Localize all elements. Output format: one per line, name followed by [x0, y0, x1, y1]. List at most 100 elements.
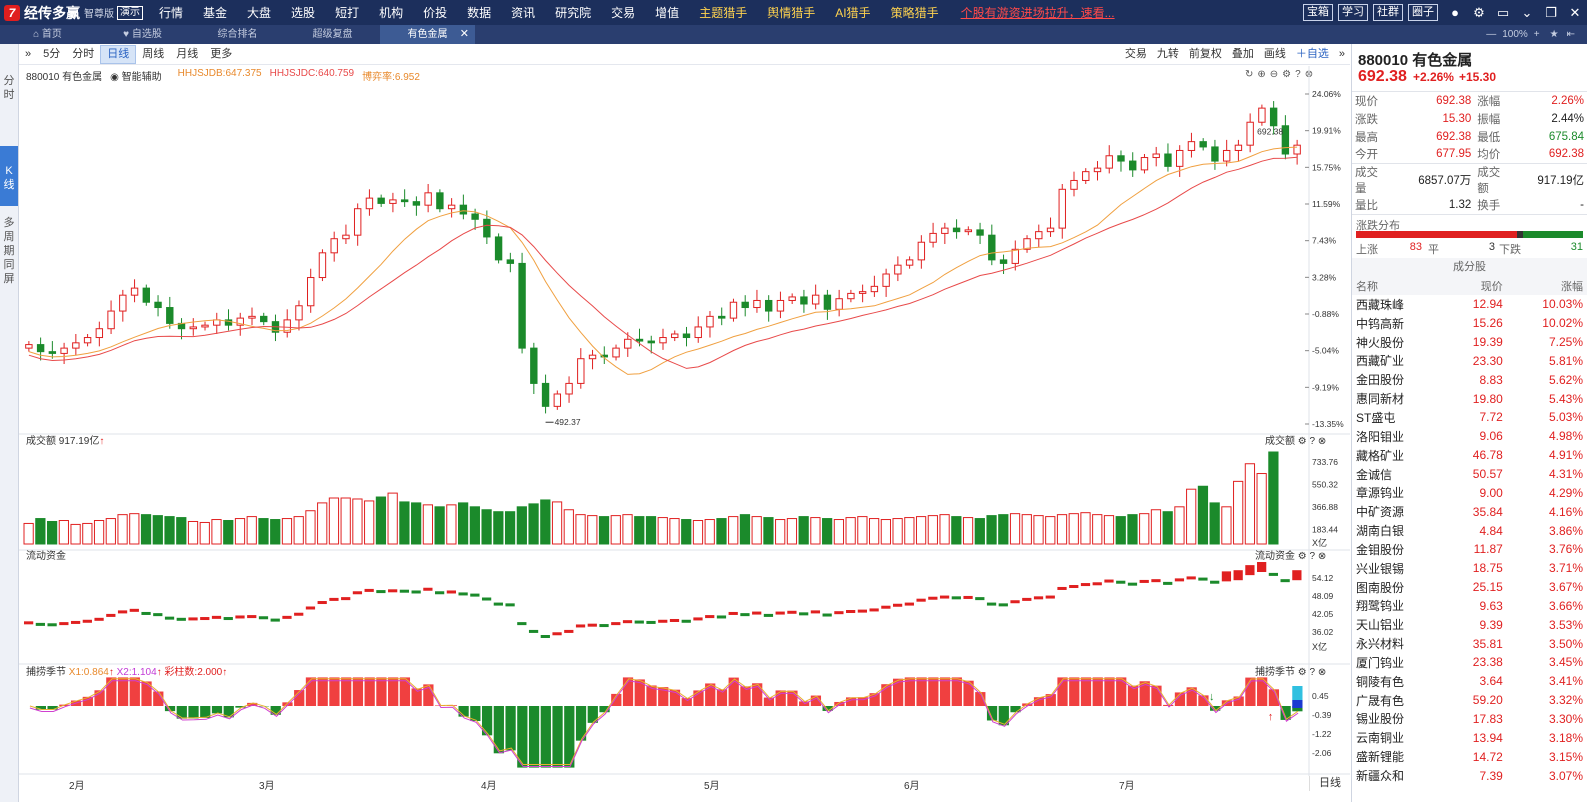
stock-row[interactable]: 新疆众和 7.39 3.07%	[1352, 766, 1587, 785]
nav-item[interactable]: 数据	[467, 6, 492, 20]
stock-row[interactable]: 翔鹭钨业 9.63 3.66%	[1352, 597, 1587, 616]
tab-nonferrous[interactable]: 有色金属 ✕	[380, 25, 475, 44]
stock-row[interactable]: ST盛屯 7.72 5.03%	[1352, 408, 1587, 427]
stock-row[interactable]: 金诚信 50.57 4.31%	[1352, 465, 1587, 484]
stock-row[interactable]: 盛新锂能 14.72 3.15%	[1352, 747, 1587, 766]
nav-item[interactable]: 研究院	[555, 6, 592, 20]
legend-code-name: 880010 有色金属	[26, 72, 103, 83]
stock-row[interactable]: 金钼股份 11.87 3.76%	[1352, 540, 1587, 559]
stock-row[interactable]: 中矿资源 35.84 4.16%	[1352, 502, 1587, 521]
nav-item[interactable]: 大盘	[247, 6, 272, 20]
stock-row[interactable]: 章源钨业 9.00 4.29%	[1352, 483, 1587, 502]
close-icon[interactable]: ✕	[1569, 4, 1581, 20]
close-tab-icon[interactable]: ✕	[459, 28, 469, 40]
arrow-icon[interactable]: ⇤	[1566, 29, 1575, 40]
nav-item[interactable]: AI猎手	[835, 6, 871, 20]
restore-icon[interactable]: ❐	[1545, 4, 1557, 20]
nav-item[interactable]: 舆情猎手	[767, 6, 816, 20]
gear-icon[interactable]: ⚙	[1473, 4, 1485, 20]
stock-row[interactable]: 云南铜业 13.94 3.18%	[1352, 728, 1587, 747]
period-timeshare[interactable]: 分时	[72, 47, 95, 60]
stock-price: 35.81	[1472, 636, 1503, 651]
stock-row[interactable]: 金田股份 8.83 5.62%	[1352, 370, 1587, 389]
nav-item[interactable]: 价投	[423, 6, 448, 20]
adjust-button[interactable]: 前复权	[1188, 48, 1222, 60]
tab-ranking[interactable]: 综合排名	[190, 25, 285, 44]
nine-turn-button[interactable]: 九转	[1156, 48, 1179, 60]
period-5min[interactable]: 5分	[43, 47, 61, 60]
period-weekly[interactable]: 周线	[142, 47, 165, 60]
stock-row[interactable]: 兴业银锡 18.75 3.71%	[1352, 559, 1587, 578]
flow-bar	[388, 589, 398, 593]
nav-item[interactable]: 选股	[291, 6, 316, 20]
zoom-in-icon[interactable]: +	[1533, 29, 1540, 40]
nav-item[interactable]: 策略猎手	[890, 6, 939, 20]
nav-item[interactable]: 资讯	[511, 6, 536, 20]
alert-link[interactable]: 个股有游资进场拉升，速看...	[960, 6, 1115, 20]
stock-row[interactable]: 厦门钨业 23.38 3.45%	[1352, 653, 1587, 672]
zoom-out-icon[interactable]: —	[1486, 29, 1497, 40]
nav-item[interactable]: 增值	[655, 6, 680, 20]
overlay-button[interactable]: 叠加	[1231, 48, 1254, 60]
stock-row[interactable]: 西藏矿业 23.30 5.81%	[1352, 352, 1587, 371]
stock-row[interactable]: 藏格矿业 46.78 4.91%	[1352, 446, 1587, 465]
assist-toggle[interactable]: ◉ 智能辅助	[110, 72, 162, 83]
community-button[interactable]: 社群	[1373, 4, 1403, 21]
star-icon[interactable]: ★	[1549, 29, 1559, 40]
stock-row[interactable]: 天山铝业 9.39 3.53%	[1352, 615, 1587, 634]
volume-bar	[1139, 513, 1150, 545]
add-icon[interactable]: ⊕	[1257, 69, 1266, 80]
stock-row[interactable]: 惠同新材 19.80 5.43%	[1352, 389, 1587, 408]
nav-item[interactable]: 基金	[203, 6, 228, 20]
stock-row[interactable]: 神火股份 19.39 7.25%	[1352, 333, 1587, 352]
tab-review[interactable]: 超级复盘	[285, 25, 380, 44]
trade-button[interactable]: 交易	[1124, 48, 1147, 60]
day-line-button[interactable]: 日线	[1309, 776, 1350, 791]
tab-watchlist[interactable]: ♥ 自选股	[95, 25, 190, 44]
stock-row[interactable]: 西藏珠峰 12.94 10.03%	[1352, 295, 1587, 314]
constituents-header[interactable]: 名称	[1352, 276, 1445, 295]
tab-home[interactable]: ⌂ 首页	[0, 25, 95, 44]
add-watchlist-button[interactable]: ＋自选	[1295, 48, 1329, 60]
edition-label: 智尊版	[84, 9, 114, 20]
period-monthly[interactable]: 月线	[176, 47, 199, 60]
window-icon[interactable]: ▭	[1496, 4, 1510, 20]
stock-row[interactable]: 湖南白银 4.84 3.86%	[1352, 521, 1587, 540]
expand-icon[interactable]: »	[1338, 48, 1345, 60]
view-multi-period[interactable]: 多周期同屏	[3, 217, 15, 285]
stock-row[interactable]: 锡业股份 17.83 3.30%	[1352, 710, 1587, 729]
stock-row[interactable]: 永兴材料 35.81 3.50%	[1352, 634, 1587, 653]
minus-icon[interactable]: ⊖	[1269, 69, 1279, 80]
rotate-icon[interactable]: ↻	[1245, 69, 1254, 80]
period-daily[interactable]: 日线	[100, 44, 137, 64]
period-more[interactable]: 更多	[210, 47, 233, 60]
help-icon[interactable]: ?	[1295, 69, 1301, 80]
stock-row[interactable]: 铜陵有色 3.64 3.41%	[1352, 672, 1587, 691]
circle-button[interactable]: 圈子	[1408, 4, 1438, 21]
draw-line-button[interactable]: 画线	[1263, 48, 1286, 60]
stock-row[interactable]: 中钨高新 15.26 10.02%	[1352, 314, 1587, 333]
settings-icon[interactable]: ⚙	[1282, 69, 1292, 80]
nav-item[interactable]: 机构	[379, 6, 404, 20]
constituents-header[interactable]: 现价	[1444, 276, 1507, 295]
stock-change: 5.81%	[1548, 353, 1583, 368]
treasure-button[interactable]: 宝箱	[1303, 4, 1333, 21]
collapse-icon[interactable]: »	[25, 47, 32, 60]
view-timeshare[interactable]: 分时	[3, 75, 15, 101]
learn-button[interactable]: 学习	[1338, 4, 1368, 21]
stock-row[interactable]: 图南股份 25.15 3.67%	[1352, 578, 1587, 597]
nav-item[interactable]: 行情	[159, 6, 184, 20]
season-bar	[376, 677, 387, 706]
nav-item[interactable]: 主题猎手	[699, 6, 748, 20]
stock-row[interactable]: 洛阳钼业 9.06 4.98%	[1352, 427, 1587, 446]
kline-chart[interactable]: 24.06% 19.91% 15.75% 11.59% 7.43% 3.28% -0.88%…	[19, 66, 1350, 776]
user-icon[interactable]: ●	[1451, 5, 1459, 20]
nav-item[interactable]: 交易	[611, 6, 636, 20]
chevron-down-icon[interactable]: ⌄	[1521, 4, 1533, 20]
constituents-header[interactable]: 涨幅	[1506, 276, 1587, 295]
view-kline[interactable]: K线	[0, 146, 18, 206]
flow-bar	[153, 613, 163, 617]
demo-badge[interactable]: 演示	[117, 5, 143, 20]
stock-row[interactable]: 广晟有色 59.20 3.32%	[1352, 691, 1587, 710]
nav-item[interactable]: 短打	[335, 6, 360, 20]
